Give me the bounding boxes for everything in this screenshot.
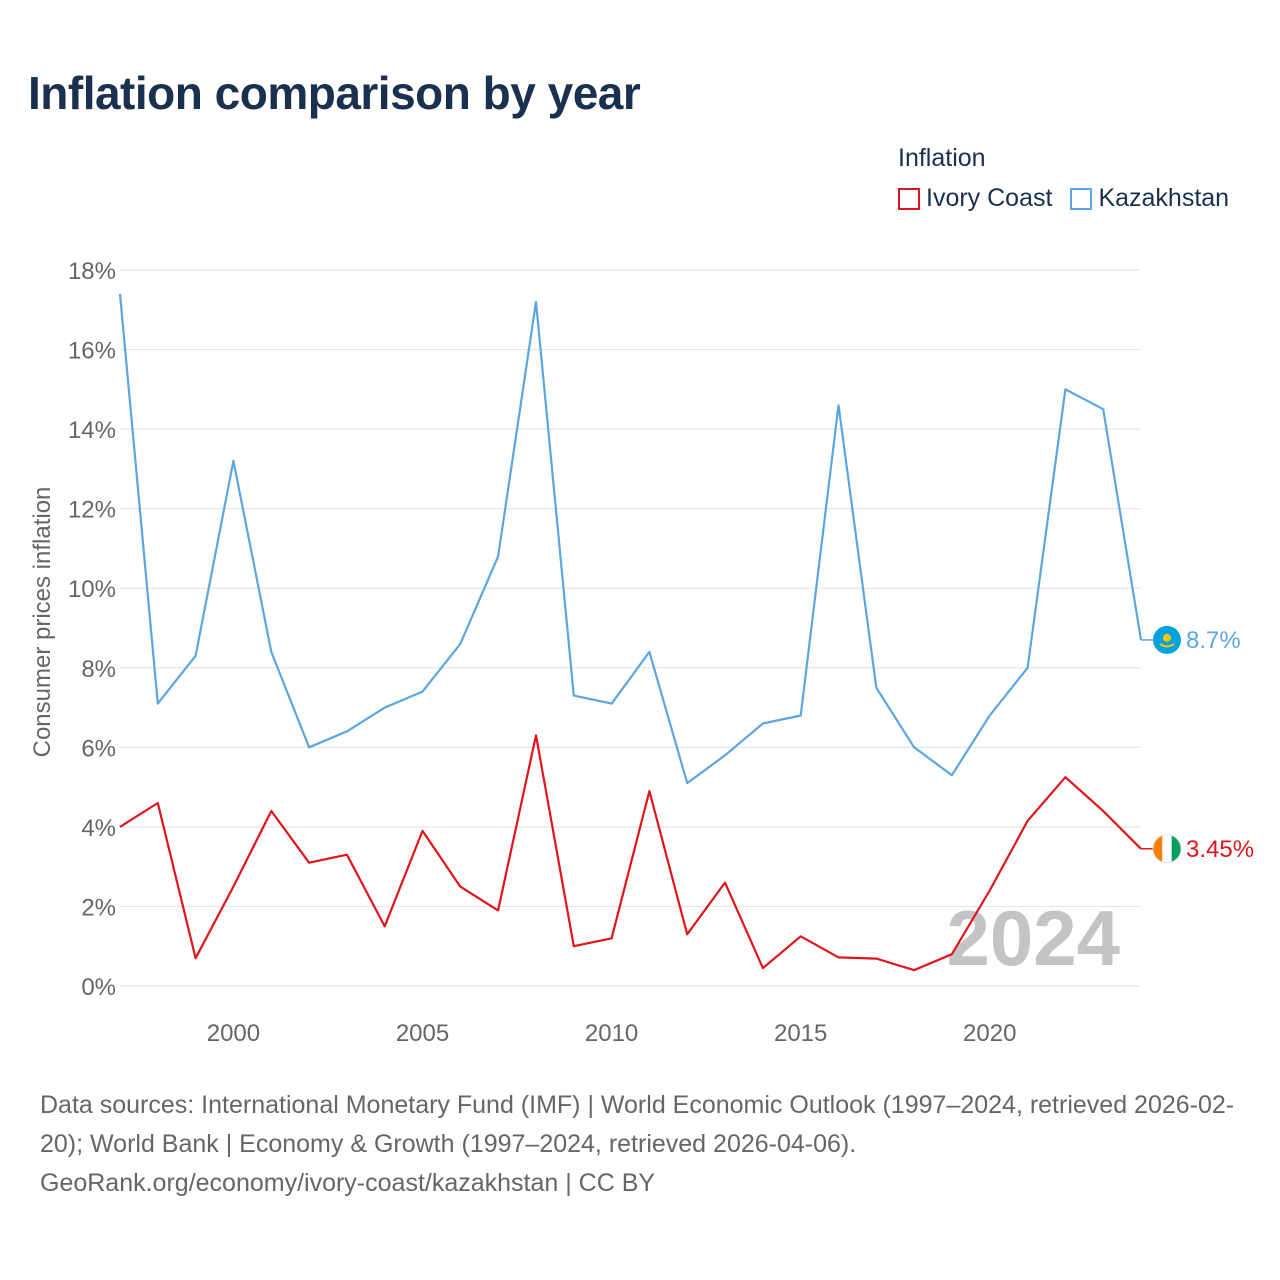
x-tick-label: 2020 <box>963 1020 1016 1047</box>
data-sources-text: Data sources: International Monetary Fun… <box>40 1091 1235 1158</box>
y-tick-label: 12% <box>68 497 116 524</box>
source-link[interactable]: GeoRank.org/economy/ivory-coast/kazakhst… <box>40 1169 656 1197</box>
legend: Ivory Coast Kazakhstan <box>898 184 1247 213</box>
y-tick-label: 16% <box>68 338 116 365</box>
y-tick-labels: 0% 2% 4% 6% 8% 10% 12% 14% 16% 18% <box>68 258 116 1001</box>
y-tick-label: 10% <box>68 576 116 603</box>
y-tick-label: 14% <box>68 417 116 444</box>
x-tick-labels: 2000 2005 2010 2015 2020 <box>207 1020 1017 1047</box>
year-watermark: 2024 <box>946 894 1120 982</box>
end-label-ivory-coast: 3.45% <box>1186 836 1254 863</box>
legend-swatch-ivory-coast <box>898 187 920 210</box>
legend-label-kazakhstan: Kazakhstan <box>1098 184 1230 212</box>
legend-item-ivory-coast[interactable]: Ivory Coast <box>898 184 1052 213</box>
kazakhstan-flag-icon <box>1153 625 1181 654</box>
legend-swatch-kazakhstan <box>1070 187 1093 210</box>
y-tick-label: 2% <box>81 894 116 921</box>
end-label-kazakhstan: 8.7% <box>1186 627 1241 654</box>
y-tick-label: 0% <box>81 974 116 1001</box>
chart-title: Inflation comparison by year <box>28 67 641 119</box>
legend-item-kazakhstan[interactable]: Kazakhstan <box>1070 184 1229 213</box>
y-axis-label: Consumer prices inflation <box>29 487 56 758</box>
series-line-kazakhstan[interactable] <box>118 293 1143 785</box>
ivory-coast-flag-icon <box>1152 834 1182 864</box>
gridlines <box>120 269 1141 987</box>
legend-title: Inflation <box>898 144 986 172</box>
end-markers: 3.45% 8.7% <box>1141 625 1254 864</box>
x-tick-label: 2000 <box>207 1020 260 1047</box>
x-tick-label: 2010 <box>585 1020 638 1047</box>
series-lines <box>118 293 1143 972</box>
footer: Data sources: International Monetary Fun… <box>40 1086 1250 1203</box>
legend-label-ivory-coast: Ivory Coast <box>926 184 1053 212</box>
y-tick-label: 8% <box>81 656 116 683</box>
line-chart: 0%2%4%6%8%10%12%14%16%18% 2000 2005 2010 20… <box>29 258 1254 1047</box>
y-tick-label: 18% <box>68 258 116 285</box>
y-tick-label: 6% <box>81 735 116 762</box>
x-tick-label: 2015 <box>774 1020 827 1047</box>
y-tick-label: 4% <box>81 815 116 842</box>
series-line-ivory-coast[interactable] <box>119 734 1142 972</box>
x-tick-label: 2005 <box>396 1020 449 1047</box>
